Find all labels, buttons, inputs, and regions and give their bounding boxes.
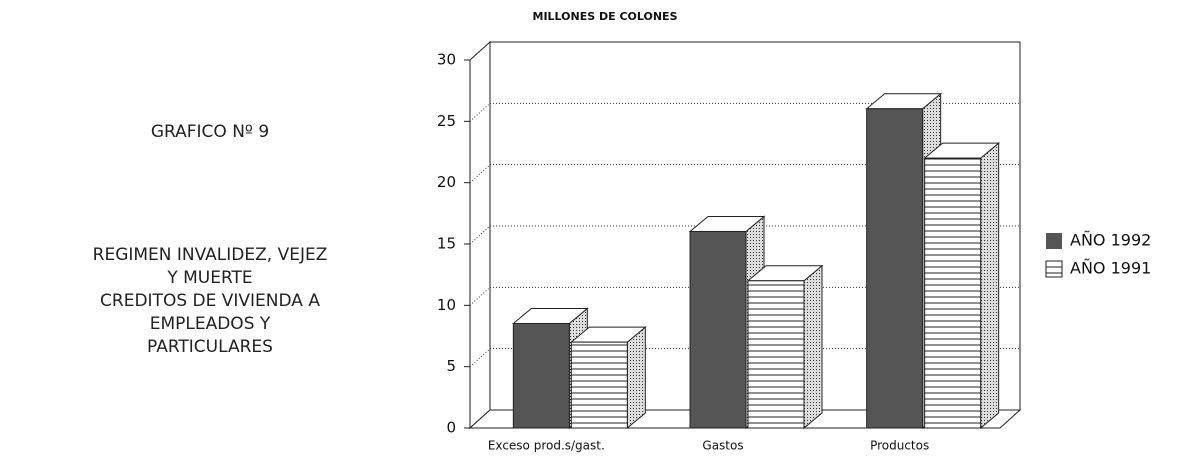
- bar: [512, 322, 570, 429]
- subtitle-line: PARTICULARES: [147, 337, 273, 357]
- bar: [924, 157, 982, 429]
- bar: [747, 280, 805, 429]
- bar-side: [626, 326, 646, 430]
- left-wall: [469, 40, 491, 430]
- x-tick-label: Productos: [870, 439, 929, 453]
- subtitle-line: Y MUERTE: [167, 268, 253, 288]
- y-tick-label: 25: [437, 112, 456, 130]
- subtitle-line: CREDITOS DE VIVIENDA A: [100, 291, 320, 311]
- bar-side: [980, 142, 1000, 430]
- y-tick-label: 15: [437, 235, 456, 253]
- legend-swatch: [1045, 260, 1063, 278]
- y-tick-label: 10: [437, 296, 456, 314]
- y-axis-label: MILLONES DE COLONES: [533, 10, 678, 23]
- legend-label: AÑO 1991: [1070, 259, 1151, 278]
- subtitle-line: EMPLEADOS Y: [149, 314, 271, 334]
- y-tick-label: 20: [437, 173, 456, 191]
- bar-side: [803, 264, 823, 430]
- x-tick-label: Gastos: [702, 439, 743, 453]
- y-tick-label: 30: [437, 51, 456, 69]
- bar: [570, 341, 628, 429]
- x-tick-label: Exceso prod.s/gast.: [488, 439, 605, 453]
- bar: [866, 108, 924, 429]
- subtitle-line: REGIMEN INVALIDEZ, VEJEZ: [92, 245, 328, 265]
- subtitle: REGIMEN INVALIDEZ, VEJEZ Y MUERTE CREDITOS…: [0, 244, 420, 359]
- bar: [689, 230, 747, 429]
- legend-swatch: [1046, 233, 1062, 249]
- y-tick-label: 5: [446, 357, 456, 375]
- legend-label: AÑO 1992: [1070, 231, 1151, 250]
- chart-title: GRAFICO Nº 9: [150, 122, 270, 142]
- y-tick-label: 0: [446, 419, 456, 437]
